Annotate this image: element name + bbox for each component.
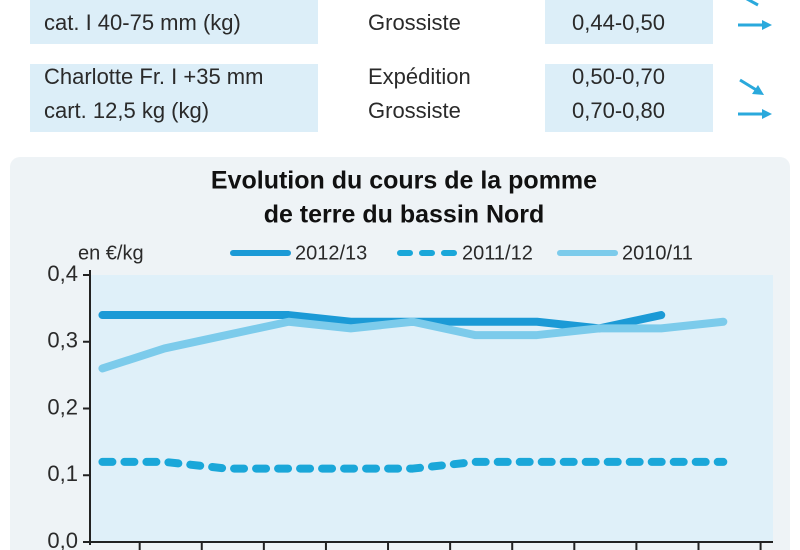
market: Grossiste [368, 98, 461, 123]
price: 0,70-0,80 [572, 98, 665, 123]
legend-label: 2011/12 [462, 242, 533, 264]
market: Expédition [368, 64, 471, 89]
product: cart. 12,5 kg (kg) [44, 98, 209, 123]
market: Grossiste [368, 10, 461, 35]
product: Charlotte Fr. I +35 mm [44, 64, 263, 89]
cell-bg [545, 0, 713, 44]
trend-arrows [738, 0, 772, 119]
y-tick-label: 0,1 [47, 461, 78, 486]
series-line [98, 457, 728, 473]
cell-bg [30, 0, 318, 44]
cell-bg [545, 64, 713, 132]
y-tick-label: 0,3 [47, 328, 78, 353]
legend-label: 2012/13 [295, 242, 367, 264]
price: 0,44-0,50 [572, 10, 665, 35]
y-tick-label: 0,2 [47, 394, 78, 419]
cell-bg [30, 64, 318, 132]
chart-title: de terre du bassin Nord [264, 201, 545, 229]
series-line [98, 317, 728, 373]
y-axis-label: en €/kg [78, 242, 144, 264]
chart-title: Evolution du cours de la pomme [211, 167, 597, 195]
y-tick-label: 0,0 [47, 528, 78, 550]
product: cat. I 40-75 mm (kg) [44, 10, 241, 35]
price: 0,50-0,70 [572, 64, 665, 89]
legend-label: 2010/11 [622, 242, 693, 264]
y-tick-label: 0,4 [47, 261, 78, 286]
